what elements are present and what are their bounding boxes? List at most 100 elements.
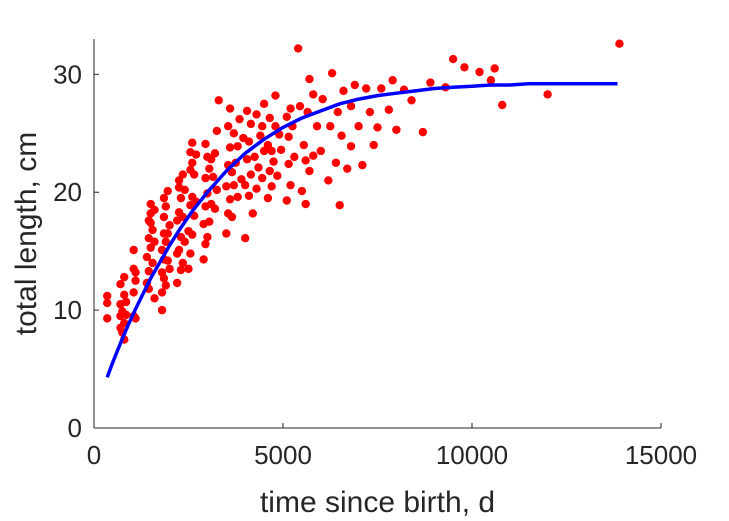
- data-point: [223, 122, 233, 131]
- data-point: [475, 67, 484, 77]
- data-point: [157, 305, 167, 315]
- data-point: [358, 160, 367, 170]
- data-point: [225, 195, 235, 204]
- data-point: [263, 193, 273, 203]
- data-point: [331, 158, 341, 167]
- data-point: [159, 212, 169, 222]
- data-point: [174, 245, 184, 255]
- data-point: [271, 91, 280, 100]
- data-point: [242, 106, 252, 116]
- axes: [93, 39, 662, 429]
- data-point: [225, 143, 235, 152]
- data-point: [150, 205, 159, 215]
- fit-curve-line: [105, 82, 618, 378]
- data-point: [392, 125, 401, 134]
- data-point: [282, 196, 291, 205]
- data-point: [377, 84, 386, 93]
- data-point: [244, 137, 254, 146]
- data-point: [284, 159, 293, 169]
- data-point: [498, 100, 507, 110]
- data-point: [120, 272, 129, 282]
- data-point: [305, 74, 314, 84]
- data-point: [157, 288, 167, 297]
- data-point: [369, 140, 378, 150]
- data-point: [161, 237, 171, 246]
- data-point: [241, 180, 250, 190]
- data-point: [265, 113, 274, 123]
- data-point: [178, 170, 188, 179]
- data-point: [161, 202, 171, 211]
- data-point: [252, 184, 261, 193]
- data-point: [210, 149, 220, 158]
- data-point: [276, 145, 286, 155]
- data-points: [103, 39, 624, 344]
- data-point: [176, 193, 186, 203]
- data-point: [324, 176, 333, 185]
- data-point: [129, 245, 138, 255]
- data-point: [178, 258, 188, 268]
- data-point: [259, 99, 269, 109]
- data-point: [121, 297, 131, 307]
- data-point: [286, 104, 295, 113]
- data-point: [188, 230, 197, 239]
- data-point: [120, 290, 129, 299]
- data-point: [201, 173, 210, 183]
- data-point: [172, 278, 182, 288]
- data-point: [448, 54, 458, 64]
- data-point: [309, 90, 318, 99]
- data-point: [146, 218, 155, 228]
- data-point: [327, 68, 337, 78]
- data-point: [129, 288, 138, 297]
- data-point: [180, 237, 189, 246]
- data-point: [242, 155, 252, 164]
- y-tick-label: 0: [68, 413, 82, 443]
- data-point: [316, 146, 325, 156]
- data-point: [373, 123, 382, 132]
- data-point: [265, 166, 274, 176]
- data-point: [343, 164, 352, 173]
- data-point: [388, 76, 397, 85]
- data-point: [252, 110, 261, 119]
- data-point: [361, 84, 371, 93]
- data-point: [227, 168, 237, 177]
- x-tick-label: 10000: [436, 440, 508, 470]
- x-tick-label: 0: [87, 440, 101, 470]
- y-tick-label: 10: [53, 295, 82, 325]
- data-point: [339, 86, 348, 96]
- data-point: [418, 127, 428, 137]
- data-point: [235, 114, 244, 124]
- data-point: [222, 229, 231, 238]
- data-point: [163, 186, 172, 196]
- data-point: [246, 119, 256, 129]
- data-point: [150, 294, 159, 303]
- data-point: [203, 232, 212, 242]
- data-point: [199, 255, 208, 264]
- x-tick-label: 5000: [254, 440, 312, 470]
- data-point: [150, 237, 159, 246]
- data-point: [258, 173, 267, 183]
- data-point: [159, 274, 169, 283]
- data-point: [490, 64, 499, 73]
- y-axis-label: total length, cm: [10, 132, 43, 335]
- data-point: [201, 139, 210, 149]
- data-point: [293, 44, 303, 53]
- data-point: [312, 122, 322, 131]
- data-point: [163, 256, 172, 265]
- data-point: [337, 131, 346, 140]
- data-point: [186, 249, 195, 258]
- data-point: [365, 107, 375, 117]
- data-point: [233, 142, 242, 151]
- data-point: [299, 140, 308, 150]
- data-point: [142, 252, 152, 262]
- data-point: [159, 193, 169, 203]
- data-point: [189, 170, 199, 179]
- y-tick-label: 30: [53, 59, 82, 89]
- data-point: [286, 180, 295, 190]
- data-point: [295, 101, 305, 111]
- data-point: [282, 112, 291, 122]
- data-point: [205, 217, 214, 226]
- data-point: [229, 180, 239, 190]
- data-point: [326, 122, 335, 131]
- data-point: [246, 170, 256, 179]
